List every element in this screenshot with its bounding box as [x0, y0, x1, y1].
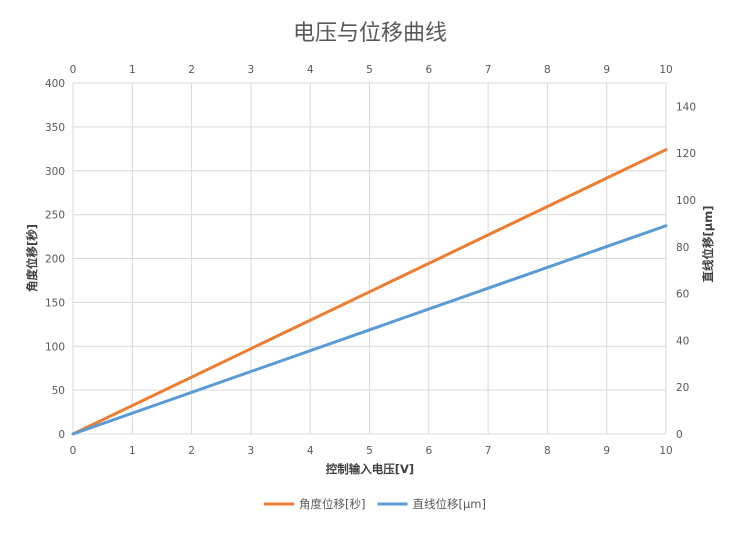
- right-tick-label: 0: [676, 429, 683, 441]
- legend-label-2: 直线位移[μm]: [412, 497, 486, 511]
- bottom-tick-label: 4: [307, 445, 314, 457]
- right-tick-label: 120: [676, 148, 696, 160]
- top-tick-label: 7: [485, 64, 492, 76]
- top-tick-label: 10: [659, 64, 672, 76]
- left-tick-label: 100: [45, 341, 65, 353]
- bottom-tick-label: 0: [70, 445, 77, 457]
- bottom-tick-label: 1: [129, 445, 136, 457]
- left-tick-label: 200: [45, 254, 65, 266]
- bottom-tick-label: 10: [659, 445, 672, 457]
- series-lines: [71, 148, 668, 436]
- top-tick-label: 5: [366, 64, 373, 76]
- top-tick-label: 0: [70, 64, 77, 76]
- top-tick-label: 8: [544, 64, 551, 76]
- right-axis-ticks: 0 20 40 60 80 100 120 140: [676, 101, 696, 441]
- left-tick-label: 350: [45, 122, 65, 134]
- left-axis-label: 角度位移[秒]: [25, 224, 39, 292]
- left-tick-label: 150: [45, 297, 65, 309]
- legend-label-1: 角度位移[秒]: [299, 497, 365, 511]
- x-axis-label: 控制输入电压[V]: [326, 462, 414, 476]
- top-tick-label: 3: [248, 64, 255, 76]
- bottom-tick-label: 9: [603, 445, 610, 457]
- left-tick-label: 300: [45, 166, 65, 178]
- top-tick-label: 1: [129, 64, 136, 76]
- bottom-tick-label: 7: [485, 445, 492, 457]
- right-axis-label: 直线位移[μm]: [701, 206, 715, 283]
- chart-title: 电压与位移曲线: [293, 21, 447, 46]
- right-tick-label: 40: [676, 335, 689, 347]
- left-axis-ticks: 0 50 100 150 200 250 300 350 400: [45, 78, 65, 441]
- left-tick-label: 400: [45, 78, 65, 90]
- left-tick-label: 50: [52, 385, 65, 397]
- top-tick-label: 9: [603, 64, 610, 76]
- bottom-axis-ticks: 0 1 2 3 4 5 6 7 8 9 10: [70, 445, 673, 457]
- top-tick-label: 4: [307, 64, 314, 76]
- right-tick-label: 20: [676, 382, 689, 394]
- grid: [72, 82, 667, 435]
- left-tick-label: 0: [58, 429, 65, 441]
- bottom-tick-label: 3: [248, 445, 255, 457]
- bottom-tick-label: 2: [188, 445, 195, 457]
- top-tick-label: 6: [425, 64, 432, 76]
- top-tick-label: 2: [188, 64, 195, 76]
- bottom-tick-label: 5: [366, 445, 373, 457]
- right-tick-label: 140: [676, 101, 696, 113]
- series-line-1: [71, 148, 668, 436]
- bottom-tick-label: 8: [544, 445, 551, 457]
- top-axis-ticks: 0 1 2 3 4 5 6 7 8 9 10: [70, 64, 673, 76]
- right-tick-label: 100: [676, 195, 696, 207]
- right-tick-label: 60: [676, 289, 689, 301]
- right-tick-label: 80: [676, 242, 689, 254]
- legend: 角度位移[秒] 直线位移[μm]: [264, 497, 486, 511]
- bottom-tick-label: 6: [425, 445, 432, 457]
- left-tick-label: 250: [45, 210, 65, 222]
- series-line-2: [71, 224, 668, 436]
